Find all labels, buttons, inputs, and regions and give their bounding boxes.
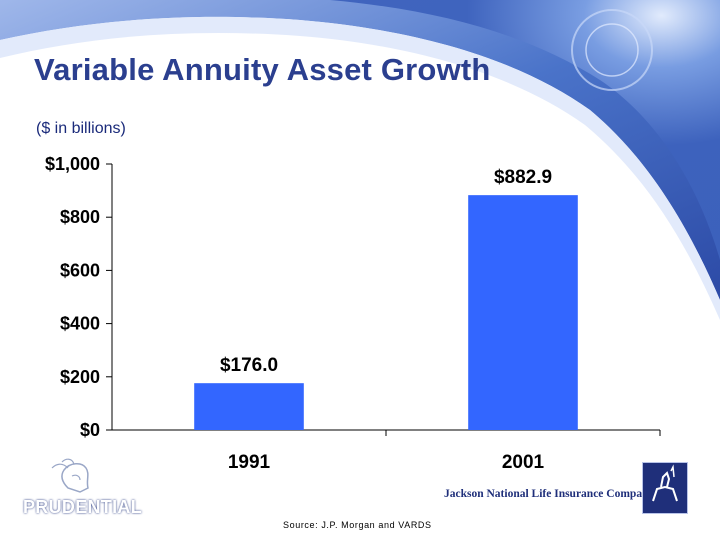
y-tick-label: $400 — [60, 314, 100, 334]
data-label-2001: $882.9 — [494, 167, 552, 188]
prudential-logo-icon — [51, 458, 89, 493]
prudential-wordmark: PRUDENTIAL — [23, 497, 142, 517]
bar-1991 — [194, 383, 304, 430]
page-subtitle: ($ in billions) — [36, 120, 126, 137]
page-title: Variable Annuity Asset Growth — [34, 52, 491, 87]
bar-2001 — [468, 195, 578, 430]
y-tick-label: $1,000 — [45, 154, 100, 174]
jackson-wordmark: Jackson National Life Insurance Company® — [444, 488, 663, 500]
x-tick-label-1991: 1991 — [228, 452, 271, 473]
data-label-1991: $176.0 — [220, 355, 278, 376]
y-tick-label: $200 — [60, 367, 100, 387]
y-tick-label: $600 — [60, 260, 100, 280]
x-tick-label-2001: 2001 — [502, 452, 545, 473]
source-note: Source: J.P. Morgan and VARDS — [283, 520, 432, 530]
y-tick-label: $800 — [60, 207, 100, 227]
jackson-emblem-icon — [642, 462, 688, 514]
y-tick-label: $0 — [80, 420, 100, 440]
